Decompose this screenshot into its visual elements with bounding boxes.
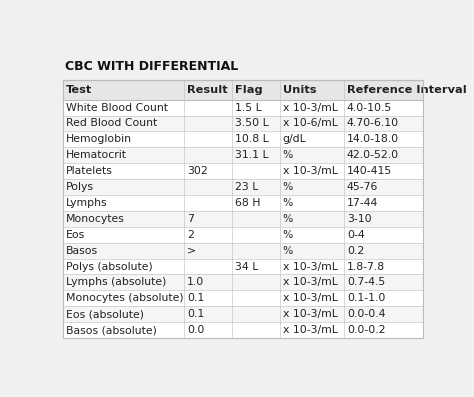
Text: 0.1-1.0: 0.1-1.0: [347, 293, 385, 303]
Text: %: %: [283, 214, 293, 224]
Text: x 10-3/mL: x 10-3/mL: [283, 309, 337, 319]
Text: x 10-3/mL: x 10-3/mL: [283, 293, 337, 303]
Text: %: %: [283, 198, 293, 208]
Text: 0.1: 0.1: [187, 309, 204, 319]
Text: Eos: Eos: [66, 230, 85, 240]
Text: 10.8 L: 10.8 L: [235, 134, 269, 145]
Text: 0.0-0.4: 0.0-0.4: [347, 309, 385, 319]
FancyBboxPatch shape: [63, 274, 423, 290]
Text: Reference Interval: Reference Interval: [347, 85, 466, 94]
Text: g/dL: g/dL: [283, 134, 306, 145]
Text: Hemoglobin: Hemoglobin: [66, 134, 132, 145]
Text: Result: Result: [187, 85, 228, 94]
Text: Test: Test: [66, 85, 92, 94]
Text: %: %: [283, 246, 293, 256]
Text: Polys (absolute): Polys (absolute): [66, 262, 153, 272]
FancyBboxPatch shape: [63, 163, 423, 179]
Text: Hematocrit: Hematocrit: [66, 150, 127, 160]
Text: 34 L: 34 L: [235, 262, 258, 272]
Text: 7: 7: [187, 214, 194, 224]
FancyBboxPatch shape: [63, 179, 423, 195]
Text: Eos (absolute): Eos (absolute): [66, 309, 144, 319]
Text: 3.50 L: 3.50 L: [235, 118, 269, 129]
Text: 2: 2: [187, 230, 194, 240]
Text: 1.5 L: 1.5 L: [235, 102, 262, 113]
FancyBboxPatch shape: [63, 80, 423, 100]
Text: x 10-3/mL: x 10-3/mL: [283, 262, 337, 272]
Text: 17-44: 17-44: [347, 198, 378, 208]
Text: 3-10: 3-10: [347, 214, 372, 224]
Text: Monocytes (absolute): Monocytes (absolute): [66, 293, 183, 303]
Text: 0.2: 0.2: [347, 246, 364, 256]
Text: CBC WITH DIFFERENTIAL: CBC WITH DIFFERENTIAL: [65, 60, 238, 73]
FancyBboxPatch shape: [63, 290, 423, 306]
Text: 0.1: 0.1: [187, 293, 204, 303]
Text: 0.7-4.5: 0.7-4.5: [347, 278, 385, 287]
Text: >: >: [187, 246, 196, 256]
Text: x 10-3/mL: x 10-3/mL: [283, 325, 337, 335]
FancyBboxPatch shape: [63, 227, 423, 243]
FancyBboxPatch shape: [63, 306, 423, 322]
Text: 302: 302: [187, 166, 208, 176]
Text: %: %: [283, 182, 293, 192]
Text: Basos (absolute): Basos (absolute): [66, 325, 157, 335]
Text: 1.0: 1.0: [187, 278, 204, 287]
Text: Flag: Flag: [235, 85, 263, 94]
FancyBboxPatch shape: [63, 195, 423, 211]
Text: Units: Units: [283, 85, 316, 94]
FancyBboxPatch shape: [63, 211, 423, 227]
FancyBboxPatch shape: [63, 100, 423, 116]
FancyBboxPatch shape: [63, 147, 423, 163]
Text: x 10-6/mL: x 10-6/mL: [283, 118, 337, 129]
Text: 1.8-7.8: 1.8-7.8: [347, 262, 385, 272]
Text: x 10-3/mL: x 10-3/mL: [283, 278, 337, 287]
Text: Platelets: Platelets: [66, 166, 113, 176]
Text: Basos: Basos: [66, 246, 98, 256]
Text: 4.0-10.5: 4.0-10.5: [347, 102, 392, 113]
FancyBboxPatch shape: [63, 116, 423, 131]
Text: 4.70-6.10: 4.70-6.10: [347, 118, 399, 129]
Text: 68 H: 68 H: [235, 198, 260, 208]
Text: 23 L: 23 L: [235, 182, 258, 192]
Text: 0.0: 0.0: [187, 325, 204, 335]
FancyBboxPatch shape: [63, 131, 423, 147]
Text: Lymphs: Lymphs: [66, 198, 108, 208]
Text: 14.0-18.0: 14.0-18.0: [347, 134, 399, 145]
Text: 42.0-52.0: 42.0-52.0: [347, 150, 399, 160]
Text: %: %: [283, 230, 293, 240]
Text: %: %: [283, 150, 293, 160]
Text: 45-76: 45-76: [347, 182, 378, 192]
Text: 140-415: 140-415: [347, 166, 392, 176]
Text: x 10-3/mL: x 10-3/mL: [283, 102, 337, 113]
Text: Monocytes: Monocytes: [66, 214, 125, 224]
FancyBboxPatch shape: [63, 258, 423, 274]
Text: x 10-3/mL: x 10-3/mL: [283, 166, 337, 176]
Text: White Blood Count: White Blood Count: [66, 102, 168, 113]
FancyBboxPatch shape: [63, 322, 423, 338]
Text: 0.0-0.2: 0.0-0.2: [347, 325, 385, 335]
Text: 0-4: 0-4: [347, 230, 365, 240]
Text: Lymphs (absolute): Lymphs (absolute): [66, 278, 166, 287]
Text: 31.1 L: 31.1 L: [235, 150, 268, 160]
Text: Red Blood Count: Red Blood Count: [66, 118, 157, 129]
FancyBboxPatch shape: [63, 243, 423, 258]
Text: Polys: Polys: [66, 182, 94, 192]
